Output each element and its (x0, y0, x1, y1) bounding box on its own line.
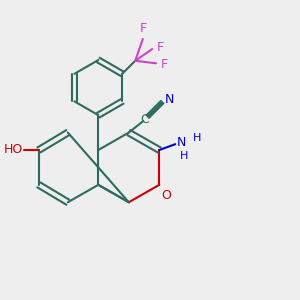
Text: H: H (193, 133, 201, 143)
Text: F: F (140, 22, 147, 34)
Text: F: F (157, 41, 164, 54)
Text: C: C (140, 113, 149, 126)
Text: HO: HO (4, 143, 23, 157)
Text: O: O (162, 189, 172, 202)
Text: N: N (165, 93, 175, 106)
Text: F: F (160, 58, 168, 71)
Text: H: H (180, 152, 188, 161)
Text: N: N (177, 136, 186, 149)
